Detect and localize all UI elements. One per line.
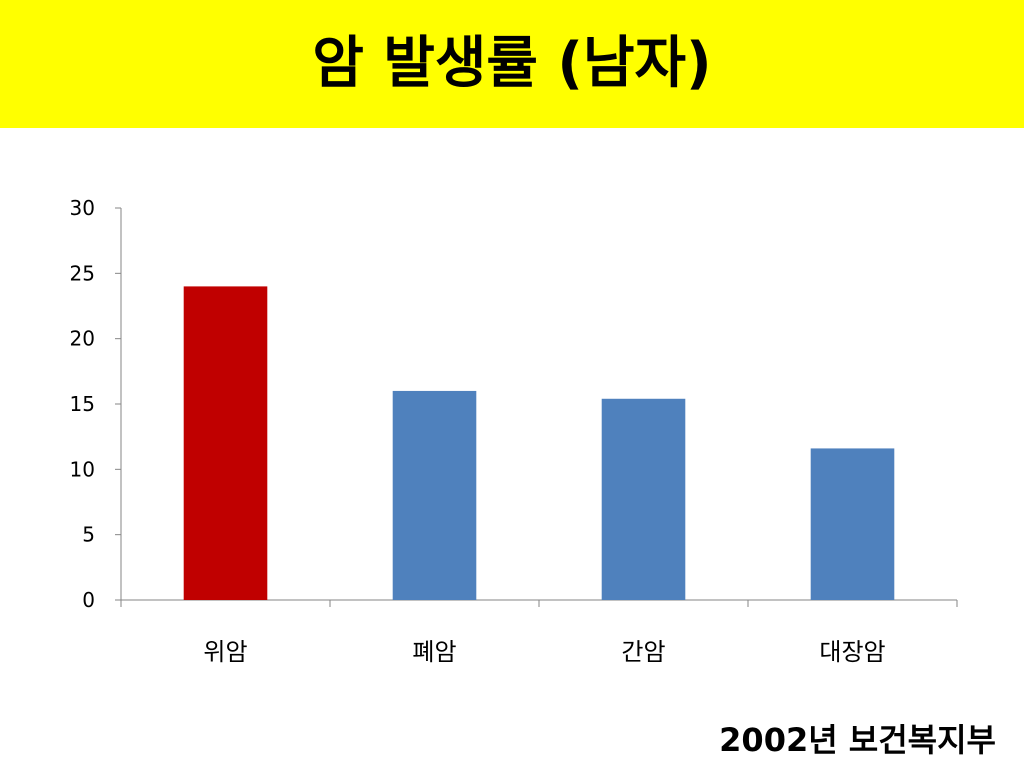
category-label: 대장암: [819, 638, 885, 666]
y-tick-label: 20: [70, 327, 95, 351]
bar-4: [810, 448, 895, 600]
title-bar: [0, 0, 1024, 128]
category-labels: 위암 폐암 간암 대장암: [203, 638, 885, 666]
y-tick-label: 10: [70, 457, 95, 481]
y-tick-label: 30: [70, 196, 95, 220]
bar-2: [392, 390, 477, 600]
y-tick-label: 0: [82, 588, 95, 612]
bar-1: [183, 286, 268, 600]
bar-3: [601, 398, 686, 600]
y-tick-label: 25: [70, 261, 95, 285]
category-label: 위암: [203, 638, 247, 666]
y-tick-label: 5: [82, 523, 95, 547]
category-label: 간암: [621, 638, 665, 666]
y-axis: 0 5 10 15 20 25 30: [70, 196, 122, 612]
slide-title: 암 발생률 (남자): [312, 31, 712, 96]
bars: [183, 286, 895, 600]
source-note: 2002년 보건복지부: [719, 721, 996, 759]
category-label: 폐암: [412, 638, 456, 666]
x-axis: [120, 599, 958, 607]
y-tick-label: 15: [70, 392, 95, 416]
